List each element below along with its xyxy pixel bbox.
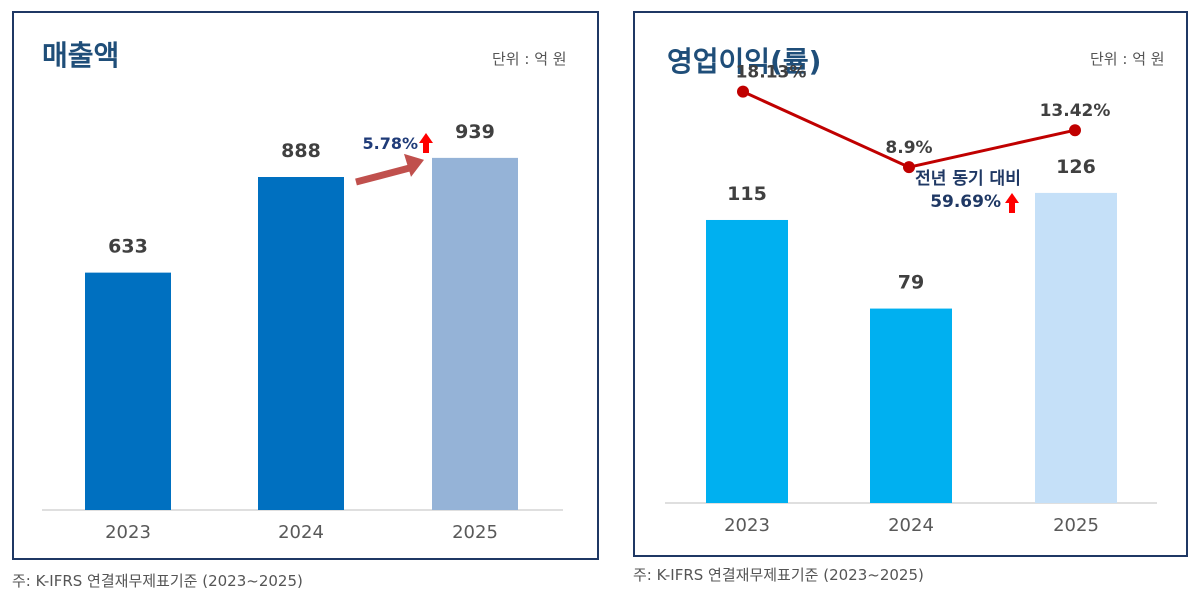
sales-growth-rate: 5.78% bbox=[362, 134, 418, 153]
sales-growth-up-arrow bbox=[419, 133, 433, 153]
profit-x-tick-2024: 2024 bbox=[888, 515, 934, 536]
profit-bar-2025 bbox=[1035, 192, 1117, 503]
sales-bar-2025 bbox=[432, 157, 518, 510]
sales-growth-arrow-shaft bbox=[355, 164, 411, 186]
sales-x-tick-2025: 2025 bbox=[452, 522, 498, 543]
margin-point-2025 bbox=[1069, 124, 1081, 137]
profit-value-label-2024: 79 bbox=[898, 272, 924, 294]
profit-yoy-rate: 59.69% bbox=[930, 192, 1001, 212]
margin-label-2023: 18.13% bbox=[736, 63, 807, 83]
sales-growth-arrow-head bbox=[404, 153, 424, 177]
margin-point-2023 bbox=[737, 85, 749, 98]
sales-value-label-2025: 939 bbox=[455, 121, 495, 143]
margin-label-2025: 13.42% bbox=[1040, 101, 1111, 121]
profit-value-label-2023: 115 bbox=[727, 183, 767, 205]
profit-yoy-up-arrow bbox=[1005, 193, 1019, 213]
profit-unit-label: 단위 : 억 원 bbox=[1090, 50, 1165, 68]
sales-source-note: 주: K-IFRS 연결재무제표기준 (2023~2025) bbox=[12, 572, 303, 590]
margin-point-2024 bbox=[903, 161, 915, 174]
profit-chart-title: 영업이익(률) bbox=[667, 45, 822, 78]
profit-value-label-2025: 126 bbox=[1056, 156, 1096, 178]
profit-x-tick-2025: 2025 bbox=[1053, 515, 1099, 536]
profit-yoy-label: 전년 동기 대비 bbox=[915, 169, 1021, 189]
sales-bar-2023 bbox=[85, 272, 171, 510]
sales-x-tick-2023: 2023 bbox=[105, 522, 151, 543]
profit-x-tick-2023: 2023 bbox=[724, 515, 770, 536]
profit-bar-2023 bbox=[706, 219, 788, 503]
margin-label-2024: 8.9% bbox=[885, 138, 932, 158]
sales-x-tick-2024: 2024 bbox=[278, 522, 324, 543]
sales-unit-label: 단위 : 억 원 bbox=[492, 50, 567, 68]
sales-value-label-2024: 888 bbox=[281, 140, 321, 162]
profit-bar-2024 bbox=[870, 308, 952, 503]
profit-source-note: 주: K-IFRS 연결재무제표기준 (2023~2025) bbox=[633, 566, 924, 584]
sales-value-label-2023: 633 bbox=[108, 236, 148, 258]
sales-chart-title: 매출액 bbox=[42, 39, 120, 72]
sales-bar-2024 bbox=[258, 177, 344, 510]
